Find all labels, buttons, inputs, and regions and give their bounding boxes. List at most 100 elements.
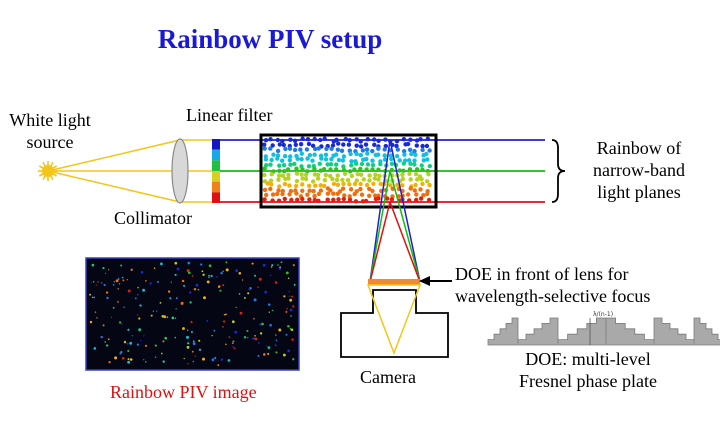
particle <box>312 152 317 157</box>
image-particle <box>208 276 210 279</box>
particle <box>275 156 280 161</box>
collimator-label: Collimator <box>114 208 192 228</box>
image-particle <box>257 354 260 357</box>
particle <box>394 143 399 149</box>
image-particle <box>112 306 115 309</box>
image-particle <box>121 323 123 325</box>
image-particle <box>93 347 97 350</box>
particle <box>300 196 305 202</box>
particle <box>318 137 323 143</box>
particle <box>348 187 354 192</box>
particle <box>421 158 426 163</box>
particle <box>303 176 309 182</box>
particle <box>269 182 274 187</box>
image-particle <box>94 311 97 313</box>
white-light-label-line2: source <box>26 132 74 152</box>
image-particle <box>292 358 295 361</box>
particle <box>360 199 366 204</box>
filter-segment <box>212 139 220 150</box>
particle <box>289 197 294 203</box>
image-particle <box>291 295 293 298</box>
particle <box>354 137 359 142</box>
image-particle <box>198 348 202 351</box>
image-particle <box>235 269 239 273</box>
image-particle <box>159 302 162 304</box>
image-particle <box>279 266 281 269</box>
particle <box>335 173 340 178</box>
image-particle <box>238 293 241 295</box>
image-particle <box>126 342 129 345</box>
image-particle <box>144 361 147 363</box>
image-particle <box>190 330 193 334</box>
particle <box>268 162 273 167</box>
particle <box>421 193 426 198</box>
image-particle <box>238 272 242 275</box>
image-particle <box>160 262 163 266</box>
particle <box>305 169 310 174</box>
particle <box>383 137 388 142</box>
image-particle <box>194 355 196 357</box>
image-particle <box>251 262 254 265</box>
image-particle <box>253 298 257 302</box>
image-particle <box>108 360 111 364</box>
particle <box>311 179 316 184</box>
image-particle <box>117 288 119 290</box>
particle <box>307 153 313 158</box>
particle <box>325 191 331 196</box>
image-particle <box>243 296 246 299</box>
image-particle <box>247 292 250 295</box>
particle <box>341 181 346 187</box>
particle <box>299 164 304 169</box>
particle <box>372 176 377 181</box>
particle <box>312 193 317 199</box>
particle <box>263 138 269 143</box>
particle <box>262 142 267 147</box>
image-particle <box>193 288 197 291</box>
particle <box>358 166 363 172</box>
particle <box>412 162 417 167</box>
image-particle <box>253 317 255 320</box>
particle <box>334 177 340 183</box>
image-particle <box>231 320 235 324</box>
image-particle <box>264 290 268 294</box>
particle <box>288 162 293 167</box>
particle <box>418 187 423 192</box>
image-particle <box>274 281 278 284</box>
particle <box>414 192 419 197</box>
image-particle <box>277 264 279 266</box>
particle <box>426 197 432 203</box>
image-particle <box>202 273 205 276</box>
image-particle <box>275 339 278 342</box>
image-particle <box>259 323 262 326</box>
image-particle <box>105 291 109 294</box>
image-particle <box>175 297 178 300</box>
particle <box>427 148 432 153</box>
particle <box>339 148 345 153</box>
image-particle <box>190 321 193 324</box>
particle <box>276 173 282 178</box>
particle <box>321 167 327 172</box>
particle <box>305 137 311 142</box>
particle <box>358 139 363 144</box>
image-particle <box>292 305 295 308</box>
image-particle <box>278 267 282 270</box>
particle <box>287 192 292 197</box>
particle <box>425 136 430 141</box>
image-particle <box>234 330 238 334</box>
particle <box>300 176 305 181</box>
image-particle <box>287 277 290 280</box>
particle <box>347 182 352 187</box>
particle <box>343 136 348 142</box>
image-particle <box>195 283 199 287</box>
particle <box>277 142 282 147</box>
particle <box>341 164 346 169</box>
image-particle <box>189 291 192 294</box>
image-particle <box>291 338 294 341</box>
doe-element <box>368 279 420 285</box>
image-particle <box>140 271 144 274</box>
image-particle <box>174 317 177 320</box>
particle <box>397 158 402 163</box>
image-particle <box>117 278 120 280</box>
particle <box>424 143 430 149</box>
